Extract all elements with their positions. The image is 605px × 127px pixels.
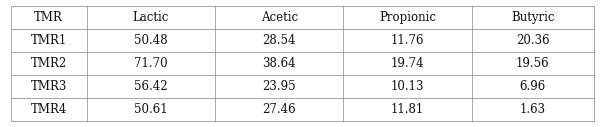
Text: Lactic: Lactic: [132, 11, 169, 24]
Text: 27.46: 27.46: [263, 103, 296, 116]
Text: 50.61: 50.61: [134, 103, 168, 116]
Text: Butyric: Butyric: [511, 11, 555, 24]
Text: TMR1: TMR1: [31, 34, 67, 47]
Text: 11.81: 11.81: [391, 103, 424, 116]
Text: 19.56: 19.56: [516, 57, 550, 70]
Text: 19.74: 19.74: [391, 57, 424, 70]
Text: 71.70: 71.70: [134, 57, 168, 70]
Text: 6.96: 6.96: [520, 80, 546, 93]
Text: TMR2: TMR2: [31, 57, 67, 70]
Text: 56.42: 56.42: [134, 80, 168, 93]
Text: 10.13: 10.13: [391, 80, 424, 93]
Text: 23.95: 23.95: [263, 80, 296, 93]
Text: 11.76: 11.76: [391, 34, 424, 47]
Text: TMR4: TMR4: [31, 103, 67, 116]
Text: 1.63: 1.63: [520, 103, 546, 116]
Text: TMR: TMR: [34, 11, 64, 24]
Text: TMR3: TMR3: [31, 80, 67, 93]
Text: Acetic: Acetic: [261, 11, 298, 24]
Text: Propionic: Propionic: [379, 11, 436, 24]
Text: 38.64: 38.64: [263, 57, 296, 70]
Text: 28.54: 28.54: [263, 34, 296, 47]
Text: 50.48: 50.48: [134, 34, 168, 47]
Text: 20.36: 20.36: [516, 34, 550, 47]
